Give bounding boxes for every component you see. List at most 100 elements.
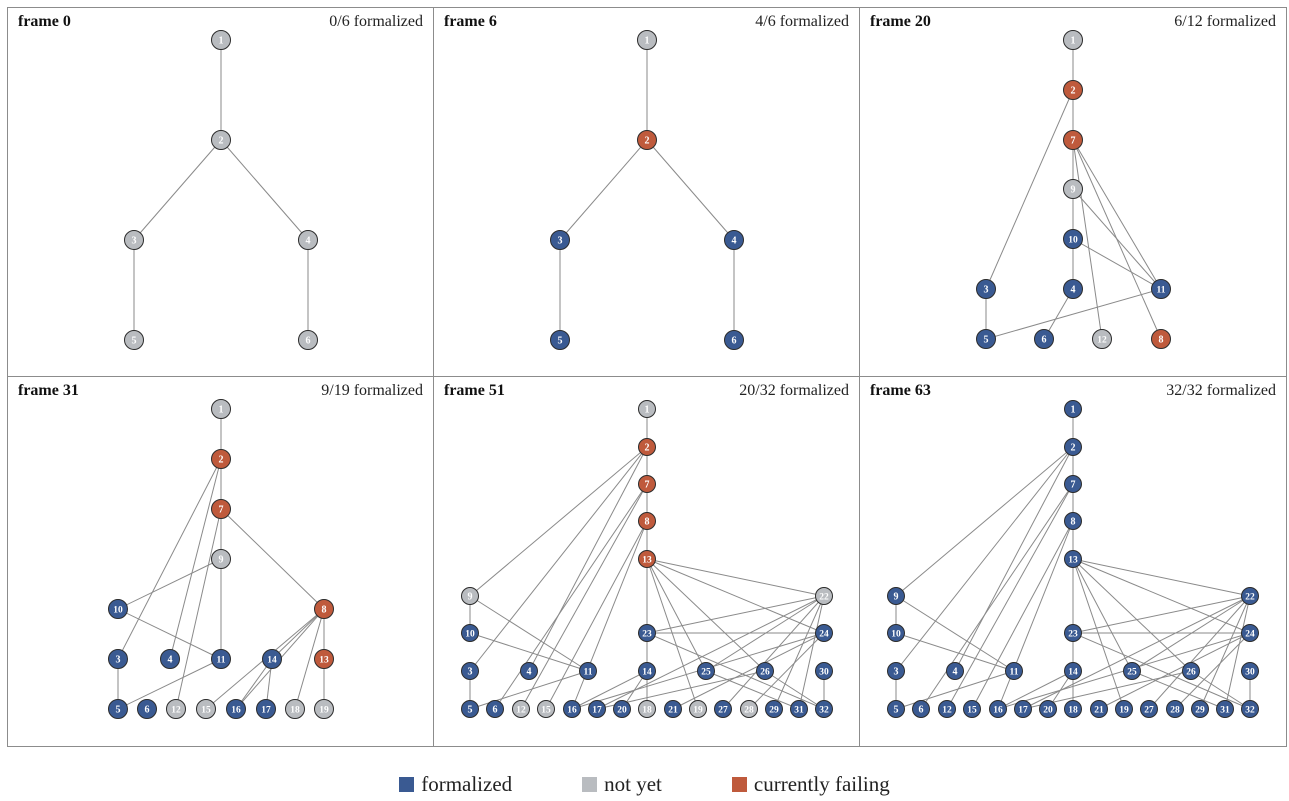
- node-24: 24: [1241, 624, 1259, 642]
- node-label: 1: [645, 36, 650, 47]
- node-label: 1: [645, 405, 650, 416]
- node-12: 12: [166, 699, 186, 719]
- node-8: 8: [1064, 512, 1082, 530]
- node-label: 12: [171, 706, 181, 716]
- node-circle: [963, 700, 981, 718]
- node-circle: [298, 330, 318, 350]
- node-6: 6: [298, 330, 318, 350]
- node-6: 6: [137, 699, 157, 719]
- node-19: 19: [689, 700, 707, 718]
- node-4: 4: [1063, 279, 1083, 299]
- node-23: 23: [1064, 624, 1082, 642]
- node-circle: [211, 499, 231, 519]
- node-1: 1: [638, 400, 656, 418]
- node-16: 16: [226, 699, 246, 719]
- node-5: 5: [887, 700, 905, 718]
- edge-22-31: [1224, 595, 1251, 710]
- node-circle: [1241, 587, 1259, 605]
- node-circle: [689, 700, 707, 718]
- node-25: 25: [697, 662, 715, 680]
- node-circle: [461, 700, 479, 718]
- node-4: 4: [946, 662, 964, 680]
- edge-22-31: [798, 595, 825, 710]
- node-1: 1: [211, 399, 231, 419]
- edge-25-31: [1131, 670, 1226, 710]
- node-label: 2: [219, 136, 224, 147]
- edge-22-17: [596, 595, 825, 710]
- node-1: 1: [637, 30, 657, 50]
- node-4: 4: [298, 230, 318, 250]
- node-11: 11: [1151, 279, 1171, 299]
- node-2: 2: [638, 438, 656, 456]
- node-label: 8: [1159, 335, 1164, 346]
- node-30: 30: [1241, 662, 1259, 680]
- node-circle: [314, 699, 334, 719]
- node-label: 31: [794, 706, 804, 716]
- node-circle: [1039, 700, 1057, 718]
- node-label: 8: [322, 605, 327, 616]
- edge-7-12: [1072, 139, 1103, 340]
- node-30: 30: [815, 662, 833, 680]
- node-label: 19: [319, 706, 329, 716]
- node-circle: [1151, 279, 1171, 299]
- node-circle: [912, 700, 930, 718]
- edges: [559, 40, 735, 340]
- edge-13-26: [646, 558, 766, 672]
- node-label: 18: [290, 706, 300, 716]
- node-circle: [637, 30, 657, 50]
- node-circle: [1063, 279, 1083, 299]
- node-8: 8: [314, 599, 334, 619]
- node-circle: [211, 30, 231, 50]
- node-circle: [461, 662, 479, 680]
- node-17: 17: [588, 700, 606, 718]
- node-8: 8: [1151, 329, 1171, 349]
- node-circle: [256, 699, 276, 719]
- edge-22-29: [1199, 595, 1251, 710]
- node-2: 2: [1064, 438, 1082, 456]
- node-circle: [638, 662, 656, 680]
- node-17: 17: [1014, 700, 1032, 718]
- node-circle: [724, 230, 744, 250]
- node-circle: [613, 700, 631, 718]
- node-label: 15: [201, 706, 211, 716]
- edge-24-28: [748, 632, 825, 710]
- edge-7-6: [494, 483, 648, 710]
- node-circle: [989, 700, 1007, 718]
- node-circle: [1241, 662, 1259, 680]
- node-14: 14: [638, 662, 656, 680]
- edge-7-12: [175, 508, 222, 710]
- node-label: 13: [642, 556, 652, 566]
- node-6: 6: [912, 700, 930, 718]
- edge-25-31: [705, 670, 800, 710]
- node-label: 14: [1068, 668, 1078, 678]
- node-4: 4: [520, 662, 538, 680]
- node-circle: [285, 699, 305, 719]
- edge-7-6: [920, 483, 1074, 710]
- node-circle: [1216, 700, 1234, 718]
- edge-8-14: [271, 608, 325, 660]
- edge-7-11: [1072, 139, 1162, 290]
- node-label: 22: [819, 593, 829, 603]
- node-label: 4: [732, 236, 737, 247]
- node-circle: [108, 649, 128, 669]
- node-21: 21: [1090, 700, 1108, 718]
- node-circle: [1092, 329, 1112, 349]
- edge-13-22: [646, 558, 825, 597]
- node-18: 18: [1064, 700, 1082, 718]
- node-12: 12: [512, 700, 530, 718]
- node-label: 5: [116, 705, 121, 716]
- edge-22-17: [1022, 595, 1251, 710]
- edge-8-15: [971, 520, 1074, 710]
- edge-8-15: [545, 520, 648, 710]
- node-circle: [664, 700, 682, 718]
- node-label: 27: [718, 706, 728, 716]
- node-circle: [137, 699, 157, 719]
- node-circle: [1064, 400, 1082, 418]
- node-label: 4: [1071, 285, 1076, 296]
- edge-2-9: [469, 446, 648, 597]
- node-circle: [1064, 475, 1082, 493]
- node-label: 11: [584, 668, 593, 678]
- edge-2-9: [895, 446, 1074, 597]
